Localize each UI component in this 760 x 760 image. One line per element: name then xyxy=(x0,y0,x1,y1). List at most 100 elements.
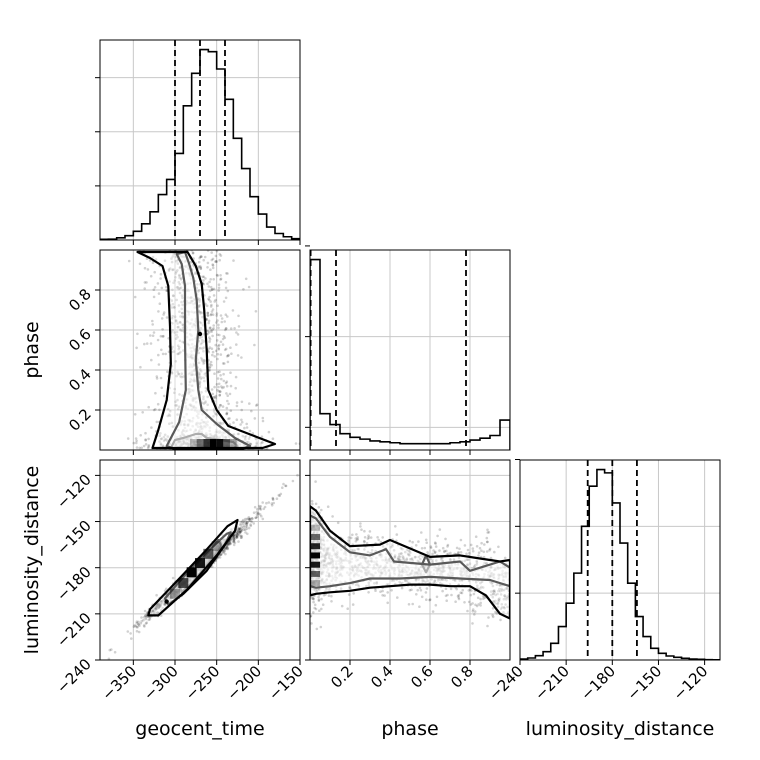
sample-point xyxy=(219,353,223,356)
sample-point xyxy=(322,593,326,597)
sample-point xyxy=(159,442,163,446)
sample-point xyxy=(463,601,466,604)
sample-point xyxy=(159,599,163,603)
sample-point xyxy=(208,340,211,343)
sample-point xyxy=(352,592,356,595)
sample-point xyxy=(400,552,403,555)
sample-point xyxy=(158,434,162,438)
sample-point xyxy=(244,528,247,531)
x-tick-label: −150 xyxy=(623,662,665,704)
sample-point xyxy=(241,434,245,438)
density-cell xyxy=(230,439,237,448)
x-axis-label-geocent_time: geocent_time xyxy=(135,718,264,740)
sample-point xyxy=(232,535,235,538)
sample-point xyxy=(275,497,279,501)
sample-point xyxy=(161,606,165,610)
sample-point xyxy=(202,333,206,336)
sample-point xyxy=(441,578,444,581)
sample-point xyxy=(136,332,139,336)
sample-point xyxy=(498,587,501,591)
sample-point xyxy=(176,335,179,339)
sample-point xyxy=(413,555,417,559)
sample-point xyxy=(398,552,401,556)
sample-point xyxy=(209,278,212,281)
sample-point xyxy=(480,585,483,589)
sample-point xyxy=(197,265,201,269)
sample-point xyxy=(244,522,248,525)
sample-point xyxy=(414,555,417,559)
sample-point xyxy=(326,505,330,509)
sample-point xyxy=(179,315,182,318)
sample-point xyxy=(435,559,438,562)
sample-point xyxy=(156,611,159,614)
sample-point xyxy=(144,431,147,435)
sample-point xyxy=(239,520,243,524)
sample-point xyxy=(404,579,407,583)
marginal-luminosity_distance-content xyxy=(520,460,720,660)
sample-point xyxy=(417,540,420,543)
sample-point xyxy=(506,596,510,600)
sample-point xyxy=(238,523,242,526)
sample-point xyxy=(492,592,495,595)
sample-point xyxy=(408,588,412,592)
sample-point xyxy=(154,408,157,411)
sample-point xyxy=(220,552,223,555)
sample-point xyxy=(170,299,174,302)
sample-point xyxy=(479,597,482,601)
sample-point xyxy=(225,547,229,550)
sample-point xyxy=(470,589,473,592)
sample-point xyxy=(448,558,452,561)
sample-point xyxy=(215,250,219,253)
sample-point xyxy=(229,538,233,542)
sample-point xyxy=(211,353,214,357)
sample-point xyxy=(340,604,344,608)
sample-point xyxy=(252,511,256,514)
sample-point xyxy=(246,521,249,524)
sample-point xyxy=(149,334,152,337)
sample-point xyxy=(196,283,199,286)
sample-point xyxy=(255,403,259,407)
sample-point xyxy=(221,405,225,408)
sample-point xyxy=(211,308,215,311)
sample-point xyxy=(203,361,206,365)
density-cell xyxy=(203,548,214,559)
sample-point xyxy=(284,484,288,488)
sample-point xyxy=(150,426,153,429)
sample-point xyxy=(151,319,154,323)
sample-point xyxy=(233,327,236,330)
sample-point xyxy=(479,601,483,605)
sample-point xyxy=(255,441,259,444)
sample-point xyxy=(439,558,443,561)
sample-point xyxy=(177,372,180,376)
sample-point xyxy=(153,270,156,274)
sample-point xyxy=(503,594,506,597)
sample-point xyxy=(107,657,111,660)
sample-point xyxy=(236,333,240,336)
sample-point xyxy=(144,622,148,625)
sample-point xyxy=(232,535,235,538)
sample-point xyxy=(244,531,247,534)
sample-point xyxy=(175,333,178,337)
sample-point xyxy=(167,269,171,272)
sample-point xyxy=(209,360,213,364)
sample-point xyxy=(159,334,163,338)
sample-point xyxy=(201,338,204,342)
sample-point xyxy=(146,446,150,450)
sample-point xyxy=(246,532,249,536)
y-tick-label: −180 xyxy=(53,563,95,605)
sample-point xyxy=(261,517,265,521)
sample-point xyxy=(247,516,251,519)
sample-point xyxy=(155,605,158,608)
sample-point xyxy=(136,625,139,629)
sample-point xyxy=(146,268,150,271)
joint-luminosity_distance-vs-phase-content xyxy=(310,460,510,660)
sample-point xyxy=(178,320,182,324)
sample-point xyxy=(226,394,229,398)
sample-point xyxy=(455,587,459,591)
sample-point xyxy=(320,607,323,611)
sample-point xyxy=(165,316,169,319)
sample-point xyxy=(366,537,370,540)
sample-point xyxy=(471,622,474,625)
sample-point xyxy=(219,421,222,425)
panel-border xyxy=(309,459,511,661)
